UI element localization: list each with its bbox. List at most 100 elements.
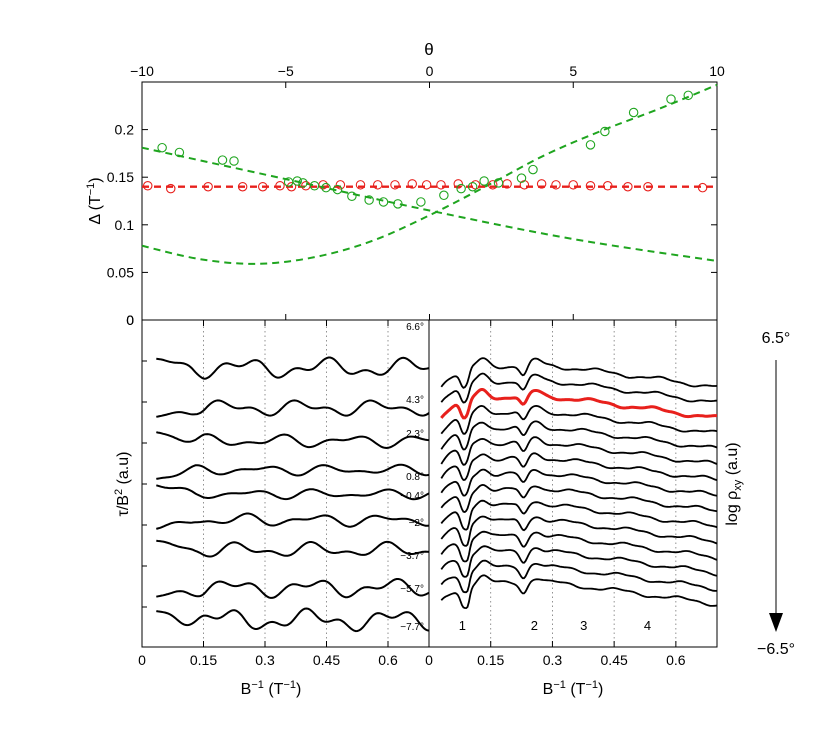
angle-label: −7.7°	[400, 622, 424, 633]
torque-curve	[156, 512, 430, 530]
angle-label: −3.7°	[400, 551, 424, 562]
x-tick-label: 0.3	[255, 652, 275, 668]
x-tick-label: 0.6	[666, 652, 686, 668]
green-data-point	[585, 140, 596, 150]
red-data-point	[143, 181, 153, 191]
red-data-point	[623, 181, 633, 192]
rho-curve	[440, 545, 718, 578]
green-data-point	[321, 182, 331, 193]
landau-level-label: 3	[580, 618, 587, 633]
green-fit-line	[141, 146, 718, 262]
bottom-left-y-ticks: 0	[126, 312, 147, 608]
x-tick-label: 0.15	[190, 652, 217, 668]
top-data-points	[143, 90, 708, 209]
bottom-right-panel: 0 0.15 0.3 0.45 0.6 1 2 3 4 log ρxy (a.u) B−1 (…	[425, 319, 744, 698]
red-data-point	[390, 180, 400, 190]
red-data-point	[519, 180, 530, 190]
torque-curve	[156, 399, 430, 418]
top-plot-frame	[141, 81, 718, 321]
top-y-tick-label: 0.2	[115, 122, 135, 138]
green-data-point	[416, 197, 426, 207]
red-data-point	[237, 181, 248, 192]
arrow-bottom-label: −6.5°	[757, 641, 795, 658]
red-data-point	[372, 180, 383, 190]
red-data-point	[203, 181, 213, 192]
highlighted-rho-curve	[440, 388, 717, 420]
top-x-tick-label: 10	[709, 63, 725, 79]
angle-arrow: 6.5° −6.5°	[757, 330, 795, 658]
rho-curve	[440, 499, 718, 531]
red-data-point	[421, 180, 432, 190]
red-data-point	[286, 181, 297, 192]
y-tick-label: 0	[126, 312, 134, 328]
top-x-tick-label: 5	[569, 63, 577, 79]
top-x-label: θ	[424, 40, 433, 59]
green-data-point	[332, 184, 343, 195]
landau-level-label: 1	[459, 618, 466, 633]
torque-curve	[156, 539, 430, 558]
bottom-right-x-label: B−1 (T−1)	[543, 679, 604, 698]
rho-curve	[440, 372, 718, 404]
arrow-head	[769, 613, 783, 632]
bottom-left-angle-labels: 6.6° 4.3° 2.3° 0.8° −0.4° −2° −3.7° −5.7° −7.7°	[400, 322, 424, 633]
rho-curve	[440, 357, 718, 389]
bottom-right-plot-frame	[428, 319, 718, 648]
top-panel: −10 −5 0 5 10 0 0.05 0.1 0.15 0.2 θ Δ (T−1)	[85, 40, 725, 328]
angle-label: 6.6°	[406, 322, 424, 333]
rho-curve	[440, 515, 718, 547]
green-data-point	[516, 173, 527, 183]
x-tick-label: 0.6	[378, 652, 398, 668]
green-data-point	[378, 197, 389, 207]
torque-curve	[156, 356, 430, 380]
green-data-point	[439, 190, 449, 201]
green-data-point	[364, 195, 374, 205]
green-data-point	[683, 90, 693, 101]
angle-label: 4.3°	[406, 395, 424, 406]
green-data-point	[309, 181, 320, 191]
red-data-point	[453, 179, 463, 189]
bottom-right-curves	[440, 357, 718, 610]
x-tick-label: 0.45	[313, 652, 340, 668]
red-data-point	[585, 181, 596, 191]
angle-label: 0.8°	[406, 472, 424, 483]
green-data-point	[666, 94, 676, 104]
rho-curve	[440, 404, 718, 435]
rho-curve	[440, 574, 718, 610]
green-data-point	[393, 199, 403, 209]
top-x-tick-label: −10	[130, 63, 154, 79]
red-data-point	[697, 182, 708, 193]
rho-curve	[440, 436, 718, 466]
x-tick-label: 0.3	[543, 652, 563, 668]
x-tick-label: 0	[425, 652, 433, 668]
rho-curve	[440, 468, 718, 497]
torque-curve	[156, 484, 430, 501]
top-y-tick-label: 0.05	[107, 264, 134, 280]
torque-curve	[156, 463, 430, 480]
bottom-left-y-label: τ/B2 (a.u)	[113, 452, 132, 517]
red-data-point	[470, 180, 481, 190]
bottom-left-x-label: B−1 (T−1)	[241, 679, 302, 698]
torque-curve	[156, 431, 430, 450]
bottom-left-panel: 0 0.15 0.3 0.45 0.6 0 6.6° 4.3° 2.3° 0.8° −0.4° −…	[113, 312, 430, 698]
red-data-point	[568, 180, 578, 190]
angle-label: −5.7°	[400, 584, 424, 595]
torque-curve	[156, 607, 430, 633]
landau-level-label: 4	[644, 618, 651, 633]
top-x-ticks: −10 −5 0 5 10	[130, 63, 725, 320]
rho-curve	[440, 452, 718, 481]
rho-curve	[440, 483, 718, 513]
x-tick-label: 0	[138, 652, 146, 668]
red-data-point	[257, 181, 268, 192]
red-data-point	[487, 180, 498, 190]
bottom-right-x-ticks: 0 0.15 0.3 0.45 0.6	[425, 320, 686, 668]
green-data-point	[479, 176, 489, 186]
top-x-tick-label: −5	[278, 63, 294, 79]
red-data-point	[407, 179, 417, 189]
green-data-point	[292, 176, 302, 186]
top-y-tick-label: 0	[126, 312, 134, 328]
landau-level-label: 2	[531, 618, 538, 633]
green-data-point	[628, 107, 639, 118]
top-y-label: Δ (T−1)	[85, 177, 104, 224]
rho-curve	[440, 559, 718, 594]
